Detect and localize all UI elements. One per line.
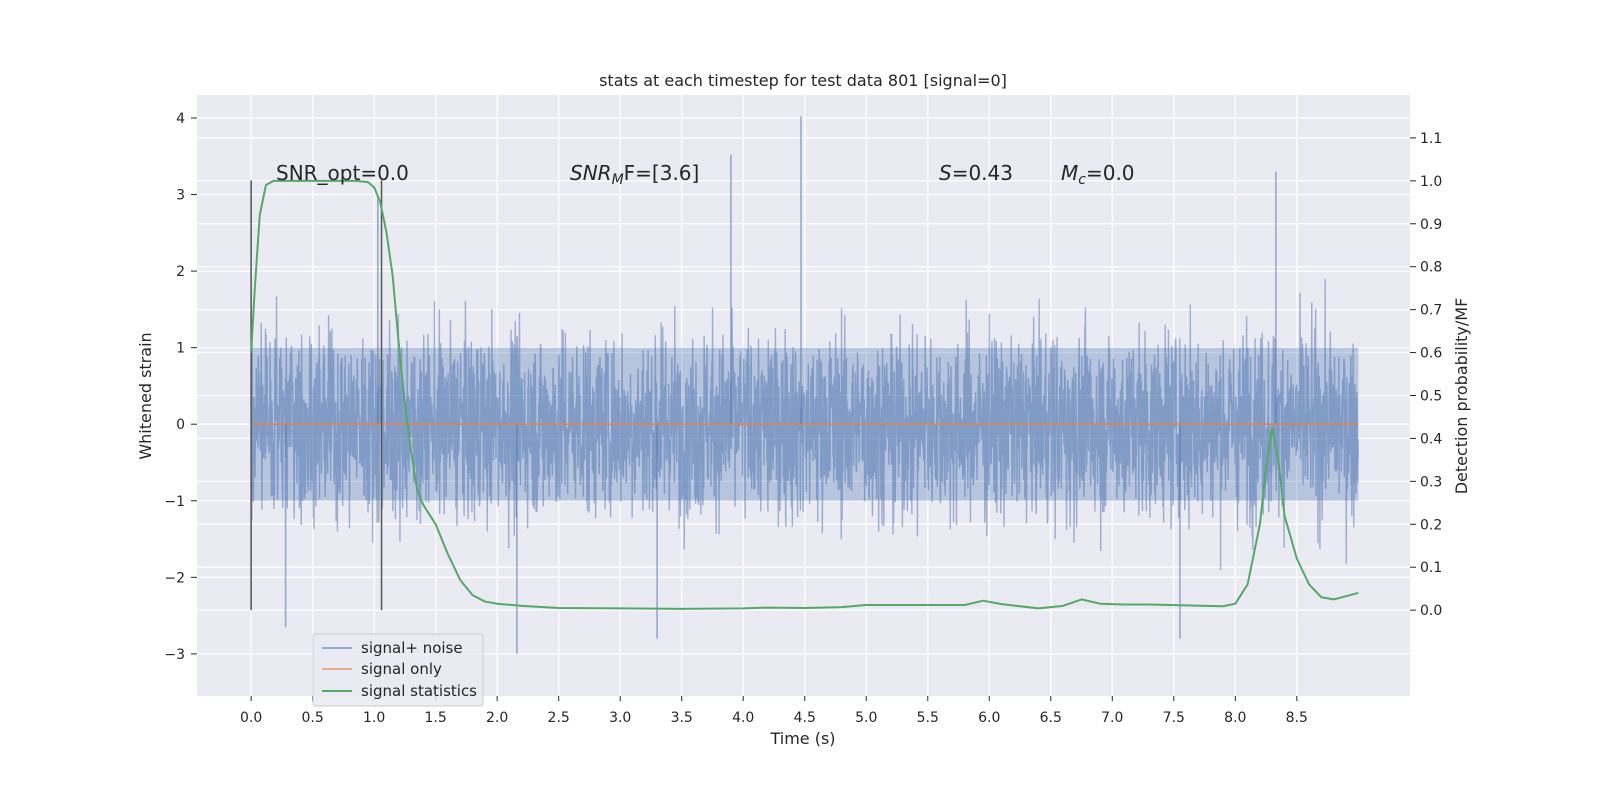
y-tick-label-right: 1.0 [1420,174,1442,190]
y-tick-label-right: 0.5 [1420,389,1442,405]
x-tick-label: 3.5 [671,710,693,726]
y-tick-label-right: 1.1 [1420,131,1442,147]
y-tick-label-left: −2 [164,570,185,586]
y-tick-label-left: 0 [176,417,185,433]
annotation-mc-base: M [1061,161,1078,185]
y-tick-label-right: 0.3 [1420,474,1442,490]
annotation-s-value: =0.43 [952,161,1013,185]
y-tick-label-right: 0.4 [1420,431,1442,447]
noise-trace [250,279,1360,571]
x-tick-label: 3.0 [609,710,631,726]
x-tick-label: 2.0 [486,710,508,726]
y-tick-label-left: 2 [176,264,185,280]
x-tick-label: 0.0 [240,710,262,726]
legend-label-signal: signal only [361,660,442,678]
annotation-snr-mf: SNRMF=[3.6] [570,161,699,188]
marker-lines [250,180,383,611]
x-tick-label: 6.5 [1040,710,1062,726]
annotation-snr-mf-sub: M [612,172,624,188]
y-axis-title-right: Detection probability/MF [1452,298,1471,495]
y-tick-label-left: 3 [176,188,185,204]
y-tick-label-right: 0.0 [1420,603,1442,619]
y-tick-label-right: 0.9 [1420,217,1442,233]
x-tick-label: 4.0 [732,710,754,726]
legend-label-noise: signal+ noise [361,639,463,657]
annotation-mc-sub: c [1078,172,1086,188]
x-tick-label: 7.0 [1101,710,1123,726]
annotation-s: S=0.43 [939,161,1013,185]
y-tick-label-right: 0.8 [1420,260,1442,276]
chart-title: stats at each timestep for test data 801… [599,71,1007,90]
y-tick-label-left: −3 [164,647,185,663]
x-tick-label: 7.5 [1163,710,1185,726]
y-tick-label-left: −1 [164,494,185,510]
x-tick-label: 8.5 [1286,710,1308,726]
x-tick-label: 8.0 [1224,710,1246,726]
y-ticks-left: 4 3 2 1 0 −1 −2 −3 [164,111,197,663]
x-tick-label: 1.5 [425,710,447,726]
legend-label-stats: signal statistics [361,682,477,700]
annotation-snr-opt: SNR_opt=0.0 [276,161,409,185]
annotation-snr-mf-rest: F=[3.6] [624,161,700,185]
x-tick-label: 0.5 [302,710,324,726]
y-tick-label-right: 0.7 [1420,303,1442,319]
y-tick-label-right: 0.6 [1420,346,1442,362]
x-tick-label: 5.5 [917,710,939,726]
annotation-mc: Mc=0.0 [1061,161,1135,188]
x-tick-label: 1.0 [363,710,385,726]
x-tick-label: 5.0 [855,710,877,726]
legend: signal+ noise signal only signal statist… [312,633,484,707]
x-tick-label: 6.0 [978,710,1000,726]
legend-box [312,633,484,707]
annotation-s-label: S [939,161,952,185]
annotations: SNR_opt=0.0 SNRMF=[3.6] S=0.43 Mc=0.0 [276,161,1135,188]
x-tick-label: 2.5 [548,710,570,726]
annotation-mc-value: =0.0 [1086,161,1135,185]
y-tick-label-left: 4 [176,111,185,127]
signal-statistics-series [250,179,1359,610]
y-tick-label-right: 0.2 [1420,517,1442,533]
y-tick-label-left: 1 [176,341,185,357]
y-axis-title-left: Whitened strain [136,332,155,459]
y-ticks-right: 1.1 1.0 0.9 0.8 0.7 0.6 0.5 0.4 0.3 0.2 0.1 0.0 [1410,131,1442,619]
x-axis-title: Time (s) [769,729,835,748]
annotation-snr-mf-base: SNR [570,161,612,185]
x-tick-label: 4.5 [794,710,816,726]
signal-statistics-line [250,179,1359,610]
x-ticks: 0.0 0.5 1.0 1.5 2.0 2.5 3.0 3.5 4.0 4.5 5.0 5.5 6.0 6… [240,696,1308,726]
y-tick-label-right: 0.1 [1420,560,1442,576]
